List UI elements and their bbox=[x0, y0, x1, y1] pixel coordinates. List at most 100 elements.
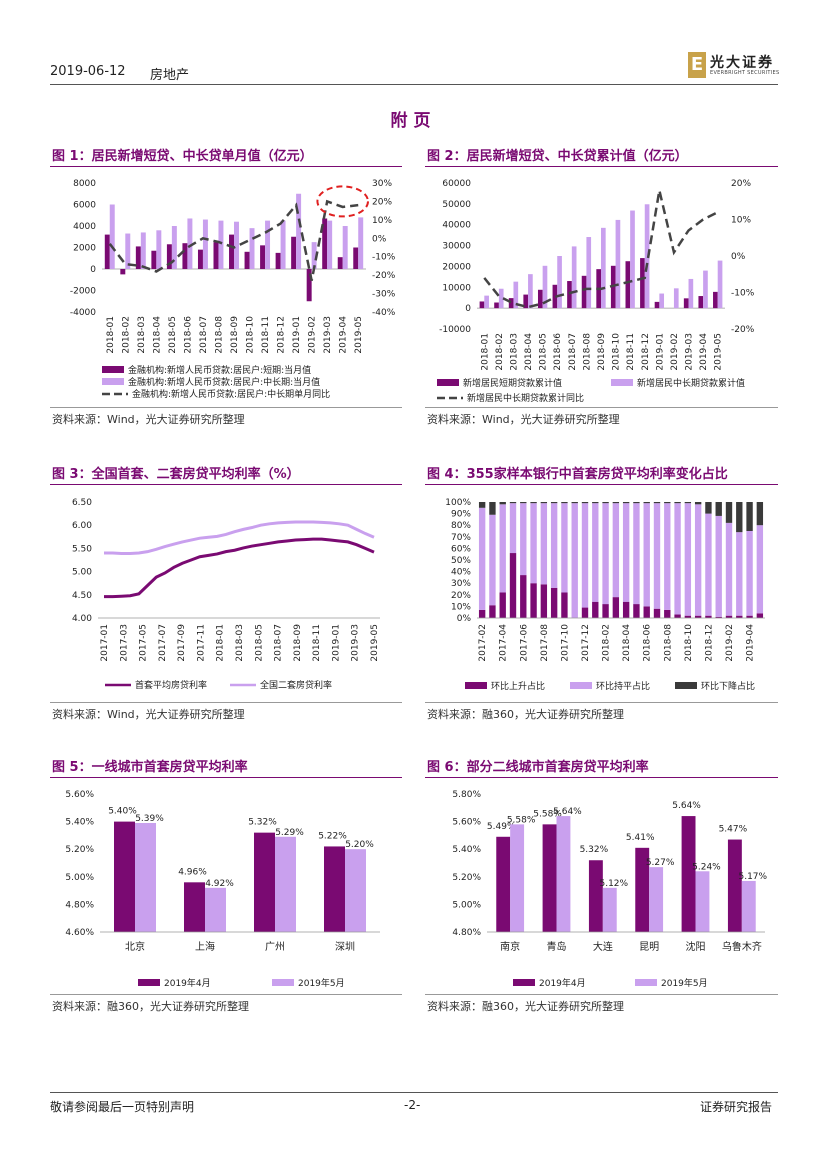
fig2-ytick: 20000 bbox=[442, 262, 471, 272]
fig4-bar-1-2 bbox=[499, 504, 506, 593]
fig4-bar-0-12 bbox=[602, 604, 609, 618]
fig6-data-label: 5.58% bbox=[533, 809, 562, 819]
fig4-bar-2-5 bbox=[530, 502, 537, 504]
logo-mark-icon: E bbox=[688, 52, 706, 78]
fig5-legend-0-swatch bbox=[138, 979, 160, 986]
fig3-line-1 bbox=[104, 520, 375, 556]
fig3-legend-0-label: 首套平均房贷利率 bbox=[135, 679, 207, 691]
fig2-bar-1-14 bbox=[688, 278, 694, 309]
fig4-bar-2-22 bbox=[705, 502, 712, 514]
fig1-line-series bbox=[108, 199, 359, 281]
fig5-data-label: 5.40% bbox=[108, 807, 137, 817]
fig2-bar-0-11 bbox=[640, 258, 645, 309]
fig5-xtick: 深圳 bbox=[335, 941, 355, 953]
fig2-chart: -10000 0 10000 20000 30000 40000 50000 60000 -20… bbox=[437, 179, 755, 404]
fig4-bar-0-22 bbox=[705, 615, 712, 618]
fig5-bar-1-3 bbox=[345, 849, 366, 932]
fig6-bar-0-0 bbox=[496, 836, 511, 932]
fig4-xtick: 2019-02 bbox=[725, 624, 735, 662]
fig4-ytick: 50% bbox=[451, 556, 471, 566]
fig1-bar-1-16 bbox=[358, 217, 364, 269]
fig1-bar-1-14 bbox=[327, 220, 333, 269]
fig2-bar-0-16 bbox=[713, 291, 718, 309]
fig1-xtick: 2018-11 bbox=[261, 316, 271, 354]
fig2-xtick: 2019-05 bbox=[714, 333, 724, 371]
fig6-data-label: 5.24% bbox=[692, 862, 721, 872]
fig2-bar-0-15 bbox=[698, 296, 704, 309]
fig1-bar-0-9 bbox=[244, 251, 250, 269]
fig2-xtick: 2018-03 bbox=[509, 333, 519, 371]
fig4-ytick: 20% bbox=[451, 591, 471, 601]
fig4-bar-1-15 bbox=[633, 503, 640, 605]
fig6-data-label: 5.64% bbox=[553, 807, 582, 817]
fig1-y2tick: 0% bbox=[372, 234, 387, 244]
fig6-bar-0-1 bbox=[542, 824, 557, 932]
fig1-bar-0-16 bbox=[353, 247, 359, 269]
fig4-bar-1-22 bbox=[705, 513, 712, 616]
fig4-ytick: 40% bbox=[451, 568, 471, 578]
fig4-bar-1-6 bbox=[540, 503, 548, 585]
fig4-bar-2-26 bbox=[746, 502, 753, 531]
fig4-bar-1-27 bbox=[756, 525, 764, 614]
fig6-xtick: 乌鲁木齐 bbox=[722, 940, 762, 953]
fig4-bar-2-24 bbox=[725, 502, 733, 523]
fig3-source-rule bbox=[50, 702, 402, 703]
fig5-xtick: 北京 bbox=[125, 940, 145, 953]
fig1-xtick: 2018-02 bbox=[121, 316, 131, 354]
fig4-bar-0-3 bbox=[509, 553, 517, 618]
fig4-ytick: 80% bbox=[451, 521, 471, 531]
fig2-bar-1-3 bbox=[528, 274, 533, 309]
fig2-bar-0-7 bbox=[581, 275, 587, 309]
fig1-xtick: 2018-07 bbox=[199, 316, 209, 354]
fig3-xtick: 2019-05 bbox=[370, 624, 380, 662]
fig1-bar-0-10 bbox=[260, 245, 266, 269]
fig4-ytick: 30% bbox=[451, 579, 471, 589]
fig2-bar-1-16 bbox=[717, 260, 723, 309]
fig1-ytick: 2000 bbox=[73, 244, 96, 254]
fig1-y2tick: 30% bbox=[372, 179, 392, 189]
fig4-xtick: 2019-04 bbox=[746, 624, 756, 662]
fig3-legend-1-label: 全国二套房贷利率 bbox=[260, 679, 332, 691]
fig4-ytick: 10% bbox=[451, 602, 471, 612]
logo-english: EVERBRIGHT SECURITIES bbox=[710, 70, 780, 76]
fig4-bar-2-8 bbox=[561, 502, 568, 504]
fig3-ytick: 5.00 bbox=[72, 568, 92, 578]
fig4-xtick: 2018-08 bbox=[663, 624, 673, 662]
fig1-bar-1-3 bbox=[156, 230, 162, 269]
fig2-xtick: 2018-10 bbox=[612, 333, 622, 371]
footer-disclaimer: 敬请参阅最后一页特别声明 bbox=[50, 1100, 195, 1114]
fig2-bar-1-11 bbox=[644, 204, 650, 309]
fig6-source: 资料来源：融360，光大证券研究所整理 bbox=[427, 1000, 624, 1013]
fig3-xtick: 2018-11 bbox=[312, 624, 322, 662]
fig2-xtick: 2018-02 bbox=[495, 333, 505, 371]
fig5-source-rule bbox=[50, 994, 402, 995]
fig1-y2tick: -40% bbox=[372, 308, 396, 318]
fig1-y2tick: -10% bbox=[372, 253, 396, 263]
fig4-bar-1-3 bbox=[509, 503, 517, 554]
fig5-ytick: 5.60% bbox=[65, 790, 94, 800]
fig6-xtick: 沈阳 bbox=[686, 940, 706, 953]
fig2-bar-1-1 bbox=[498, 288, 504, 309]
fig5-bar-0-1 bbox=[184, 882, 205, 932]
fig1-bar-1-5 bbox=[187, 218, 193, 269]
fig2-title: 图 2：居民新增短贷、中长贷累计值（亿元） bbox=[427, 149, 688, 164]
fig4-bar-0-27 bbox=[756, 613, 764, 618]
fig2-xtick: 2018-11 bbox=[626, 333, 636, 371]
fig4-bar-0-23 bbox=[715, 616, 722, 618]
fig1-bar-1-2 bbox=[140, 232, 146, 269]
fig4-bar-0-18 bbox=[664, 609, 671, 618]
fig4-bar-2-27 bbox=[756, 502, 764, 526]
fig1-bar-0-7 bbox=[213, 242, 219, 269]
fig6-xtick: 南京 bbox=[500, 940, 520, 953]
fig4-legend-1-label: 环比持平占比 bbox=[596, 680, 650, 692]
fig2-bar-1-10 bbox=[630, 210, 635, 309]
fig2-bar-1-13 bbox=[673, 288, 679, 309]
fig6-title: 图 6：部分二线城市首套房贷平均利率 bbox=[427, 760, 649, 775]
fig1-xtick: 2019-04 bbox=[339, 316, 349, 354]
fig4-bar-2-20 bbox=[684, 502, 692, 504]
fig4-bar-2-13 bbox=[612, 502, 620, 504]
fig1-legend-1-swatch bbox=[102, 378, 124, 385]
fig1-bar-0-12 bbox=[291, 236, 297, 269]
fig3-title-rule bbox=[50, 484, 402, 485]
fig6-ytick: 5.20% bbox=[452, 873, 481, 883]
